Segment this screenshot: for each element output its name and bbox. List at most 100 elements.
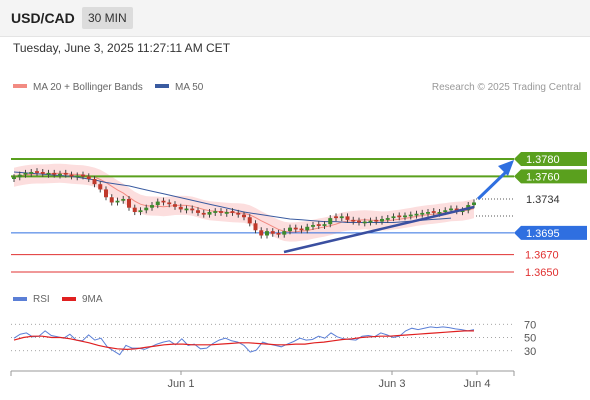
- candle-body: [63, 172, 68, 175]
- level-tag-1.3760: [514, 169, 587, 184]
- candle-body: [385, 218, 390, 220]
- bollinger-legend-swatch: [13, 84, 27, 88]
- candle-body: [190, 208, 195, 211]
- candle-body: [161, 200, 166, 203]
- candle-body: [12, 177, 16, 179]
- candle-body: [345, 216, 350, 220]
- rsi-lines: [13, 326, 475, 356]
- legend: MA 20 + Bollinger Bands MA 50 Research ©…: [13, 82, 581, 93]
- candle-body: [305, 226, 310, 231]
- candle-body: [403, 215, 407, 218]
- candle-body: [196, 210, 200, 213]
- candle-body: [253, 223, 258, 231]
- candle-body: [81, 174, 85, 177]
- candle-body: [17, 174, 22, 178]
- candle-body: [293, 227, 298, 230]
- price-labels-layer: 1.3780 1.3760 1.3734 1.3695 1.3670 1.3650: [514, 152, 587, 279]
- candle-body: [29, 172, 34, 174]
- candle-body: [46, 172, 51, 175]
- ma50-legend-label: MA 50: [175, 82, 204, 93]
- x-tick-label: Jun 4: [464, 378, 491, 390]
- candle-body: [437, 212, 442, 214]
- candle-body: [259, 230, 264, 236]
- x-tick-label: Jun 3: [379, 378, 406, 390]
- candle-body: [339, 216, 344, 219]
- candle-body: [351, 219, 356, 222]
- candle-body: [58, 173, 62, 176]
- candle-body: [132, 207, 137, 213]
- candle-body: [299, 228, 304, 231]
- level-tag-1.3780: [514, 152, 587, 166]
- candle-body: [408, 214, 413, 217]
- candle-body: [426, 212, 430, 214]
- trend-layer: [283, 160, 514, 254]
- rsi-ma-legend-label: 9MA: [82, 294, 103, 305]
- candle-body: [92, 178, 97, 185]
- candle-body: [397, 215, 402, 218]
- candle-body: [155, 201, 160, 206]
- candle-body: [460, 210, 465, 213]
- symbol-label: USD/CAD: [11, 10, 75, 26]
- candle-body: [322, 224, 327, 226]
- current-price-tag: [515, 191, 587, 206]
- candle-body: [368, 220, 373, 223]
- level-label-1.3695: 1.3695: [526, 228, 560, 240]
- candle-body: [420, 212, 425, 215]
- candle-body: [328, 218, 333, 225]
- rsi-tick-30: 30: [524, 346, 536, 358]
- level-label-1.3760: 1.3760: [526, 171, 560, 183]
- candle-body: [472, 202, 476, 206]
- candle-body: [115, 200, 120, 203]
- candle-body: [230, 211, 235, 213]
- current-price-label: 1.3734: [526, 194, 560, 206]
- candle-body: [23, 172, 28, 175]
- candle-body: [138, 210, 143, 213]
- projection-arrowhead: [498, 160, 514, 176]
- candle-body: [357, 220, 361, 223]
- x-axis: Jun 1 Jun 3 Jun 4: [10, 370, 515, 390]
- candle-body: [69, 174, 74, 177]
- candle-body: [242, 214, 246, 218]
- candle-body: [270, 231, 275, 234]
- candle-body: [414, 213, 419, 216]
- candle-body: [144, 207, 149, 211]
- candle-body: [167, 202, 172, 205]
- candle-body: [236, 212, 241, 215]
- candle-body: [282, 231, 287, 235]
- candle-body: [219, 211, 223, 213]
- candle-body: [213, 211, 218, 213]
- candle-body: [40, 172, 45, 174]
- rsi-tick-50: 50: [524, 333, 536, 345]
- projection-arrow-shaft: [476, 170, 508, 201]
- ma50-legend-swatch: [155, 84, 169, 88]
- candle-body: [362, 221, 367, 224]
- trend-line: [283, 205, 475, 254]
- candle-body: [311, 225, 315, 227]
- bollinger-legend-label: MA 20 + Bollinger Bands: [33, 82, 143, 93]
- candle-body: [35, 171, 39, 173]
- level-label-1.3670: 1.3670: [525, 250, 559, 262]
- x-tick-label: Jun 1: [168, 378, 195, 390]
- candle-body: [98, 184, 103, 190]
- candle-body: [178, 206, 183, 210]
- level-label-1.3780: 1.3780: [526, 154, 560, 166]
- candle-body: [443, 210, 448, 213]
- candle-body: [288, 227, 292, 232]
- candle-body: [86, 176, 91, 179]
- candle-body: [127, 198, 131, 208]
- candle-body: [75, 175, 80, 178]
- candle-body: [431, 211, 436, 213]
- candle-body: [184, 208, 189, 211]
- candle-body: [52, 172, 57, 175]
- rsi-tick-70: 70: [524, 319, 536, 331]
- candle-body: [201, 212, 206, 215]
- candle-body: [316, 224, 321, 226]
- level-tag-1.3695: [514, 225, 587, 240]
- rsi-ma-legend-swatch: [62, 297, 76, 301]
- timeframe-badge[interactable]: 30 MIN: [82, 7, 133, 29]
- candle-body: [334, 216, 338, 219]
- rsi-legend-swatch: [13, 297, 27, 301]
- candle-body: [449, 208, 453, 211]
